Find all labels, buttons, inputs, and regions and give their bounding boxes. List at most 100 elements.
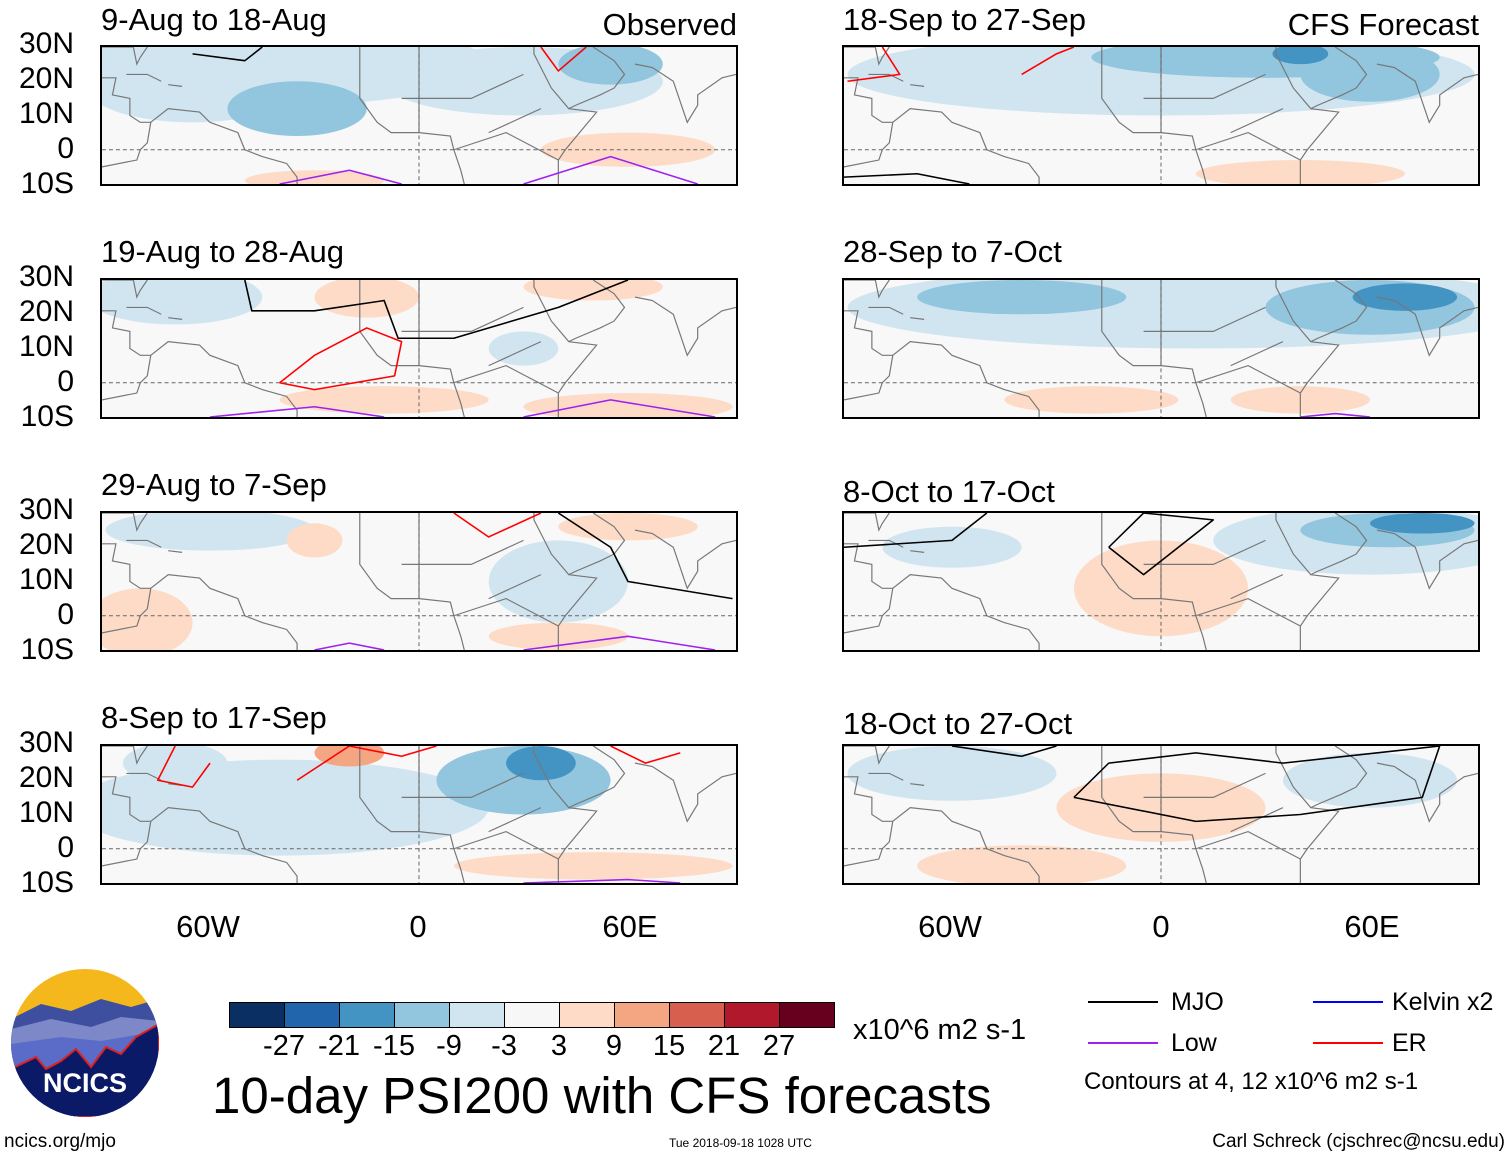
coastline: [844, 310, 893, 356]
panel-title: 29-Aug to 7-Sep: [101, 467, 327, 502]
coastline: [844, 807, 1040, 883]
coastline: [1143, 306, 1266, 332]
lat-label: 30N: [18, 260, 74, 293]
coastline: [168, 317, 183, 320]
coastline: [359, 280, 465, 417]
coastline: [634, 63, 736, 124]
coastline: [1195, 364, 1301, 394]
contour-line: [453, 513, 542, 538]
colorbar-swatch: [670, 1003, 725, 1027]
footer-author: Carl Schreck (cjschrec@ncsu.edu): [1212, 1131, 1505, 1152]
contour-line: [540, 47, 587, 72]
coastline: [1376, 296, 1478, 357]
coastline: [1310, 280, 1368, 343]
anomaly-region: [882, 53, 1022, 95]
psi200-map-panel: [842, 278, 1480, 419]
lat-label: 30N: [18, 493, 74, 526]
coastline: [488, 341, 542, 367]
panel-title: 28-Sep to 7-Oct: [843, 234, 1062, 269]
lat-label: 10N: [18, 796, 74, 829]
legend-mjo-line: [1088, 1001, 1158, 1003]
psi200-map-panel: [100, 45, 738, 186]
coastline: [1143, 539, 1266, 565]
coastline: [102, 77, 151, 123]
coastline: [1230, 108, 1284, 134]
colorbar-swatch: [395, 1003, 450, 1027]
coastline: [1101, 746, 1207, 883]
lat-label: 10S: [20, 866, 74, 899]
figure-title: 10-day PSI200 with CFS forecasts: [212, 1067, 992, 1124]
observed-label: Observed: [602, 7, 737, 42]
anomaly-region: [105, 513, 315, 551]
coastline: [844, 108, 1040, 184]
colorbar-tick-label: 15: [652, 1030, 686, 1062]
cfs-forecast-label: CFS Forecast: [1287, 7, 1479, 42]
coastline: [401, 539, 524, 565]
coastline: [533, 280, 598, 417]
legend-kelvin-label: Kelvin x2: [1392, 988, 1494, 1016]
anomaly-region: [558, 47, 663, 85]
contour-line: [244, 280, 629, 340]
contour-line: [296, 746, 437, 781]
anomaly-region: [453, 852, 733, 880]
coastline: [102, 47, 148, 66]
coastline: [910, 550, 925, 553]
coastline: [359, 513, 465, 650]
lat-label: 10S: [20, 167, 74, 200]
anomaly-region: [540, 132, 716, 167]
anomaly-region: [917, 845, 1127, 883]
colorbar-swatch: [615, 1003, 670, 1027]
coastline: [533, 746, 598, 883]
coastline: [1230, 341, 1284, 367]
coastline: [910, 783, 925, 786]
colorbar-swatch: [450, 1003, 505, 1027]
coastline: [1101, 280, 1207, 417]
coastline: [126, 73, 162, 82]
colorbar-tick-label: 9: [605, 1030, 623, 1062]
coastline: [1310, 746, 1368, 809]
coastline: [453, 131, 559, 161]
colorbar-tick-label: -3: [491, 1030, 517, 1062]
coastline: [1376, 762, 1478, 823]
colorbar-tick-label: -9: [436, 1030, 462, 1062]
anomaly-region: [917, 280, 1127, 315]
coastline: [844, 341, 1040, 417]
coastline: [844, 280, 890, 299]
contour-line: [156, 746, 211, 788]
colorbar-swatch: [285, 1003, 340, 1027]
anomaly-region: [882, 526, 1022, 568]
coastline: [488, 108, 542, 134]
coastline: [1143, 772, 1266, 798]
anomaly-region: [314, 280, 419, 318]
contour-line: [279, 327, 403, 391]
anomaly-region: [558, 513, 698, 541]
coastline: [634, 296, 736, 357]
contour-line: [523, 635, 716, 650]
coastline: [102, 543, 151, 589]
coastline: [1195, 830, 1301, 860]
panel-title: 18-Oct to 27-Oct: [843, 706, 1073, 741]
coastline: [102, 574, 298, 650]
legend-low-line: [1088, 1042, 1158, 1044]
contour-line: [192, 47, 263, 62]
coastline: [868, 539, 904, 548]
coastline: [533, 513, 598, 650]
footer-url[interactable]: ncics.org/mjo: [4, 1131, 116, 1152]
contour-line: [557, 513, 733, 600]
coastline: [844, 543, 893, 589]
lon-label: 60E: [1344, 909, 1400, 944]
lat-label: 0: [57, 598, 74, 631]
coastline: [488, 807, 542, 833]
panel-title: 18-Sep to 27-Sep: [843, 2, 1087, 37]
coastline: [126, 772, 162, 781]
colorbar-tick-label: -21: [318, 1030, 360, 1062]
lat-label: 20N: [18, 62, 74, 95]
panel-title: 9-Aug to 18-Aug: [101, 2, 327, 37]
anomaly-region: [523, 280, 663, 301]
lat-label: 30N: [18, 27, 74, 60]
coastline: [102, 280, 148, 299]
panel-title: 8-Sep to 17-Sep: [101, 700, 327, 735]
colorbar-swatch: [560, 1003, 615, 1027]
contour-line: [523, 878, 681, 883]
coastline: [359, 746, 465, 883]
